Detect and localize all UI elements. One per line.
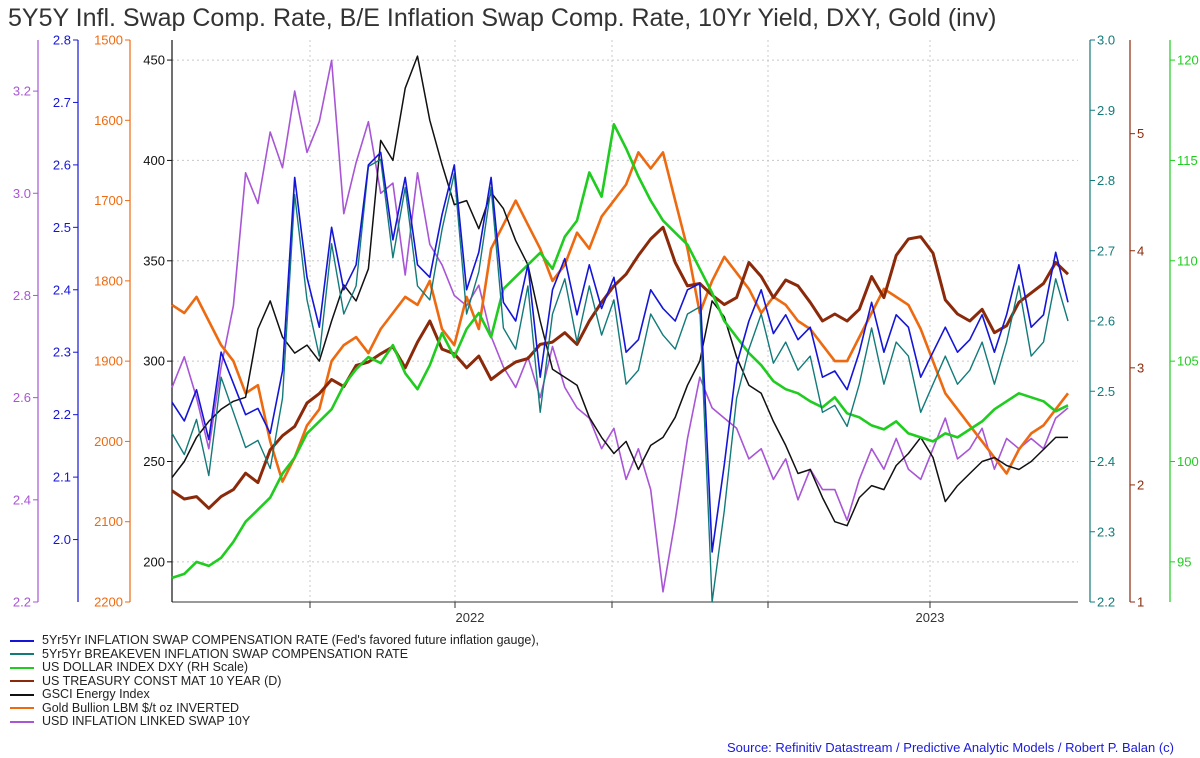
legend-item: 5Yr5Yr BREAKEVEN INFLATION SWAP COMPENSA… xyxy=(10,646,539,662)
y-tick-label: 300 xyxy=(143,354,165,369)
legend-swatch xyxy=(10,680,34,683)
y-tick-label: 5 xyxy=(1137,126,1144,141)
series-line-1 xyxy=(171,158,1069,603)
y-tick-label: 1 xyxy=(1137,595,1144,610)
legend-label: Gold Bullion LBM $/t oz INVERTED xyxy=(42,700,240,715)
y-tick-label: 2.9 xyxy=(1097,103,1115,118)
source-text: Source: Refinitiv Datastream / Predictiv… xyxy=(726,740,1174,755)
y-tick-label: 1900 xyxy=(94,354,123,369)
y-tick-label: 115 xyxy=(1177,153,1198,168)
y-tick-label: 2000 xyxy=(94,434,123,449)
y-tick-label: 1600 xyxy=(94,113,123,128)
grid-lines xyxy=(172,40,1078,602)
y-tick-label: 250 xyxy=(143,454,165,469)
y-tick-label: 2.2 xyxy=(1097,595,1115,610)
y-tick-label: 3.0 xyxy=(13,186,31,201)
legend-label: USD INFLATION LINKED SWAP 10Y xyxy=(42,714,251,728)
legend-swatch xyxy=(10,666,34,669)
y-tick-label: 400 xyxy=(143,153,165,168)
y-tick-label: 2.0 xyxy=(53,532,71,547)
legend-swatch xyxy=(10,707,34,710)
y-tick-label: 450 xyxy=(143,53,165,68)
legend-swatch xyxy=(10,653,34,656)
y-tick-label: 110 xyxy=(1177,253,1198,268)
legend-item: Gold Bullion LBM $/t oz INVERTED xyxy=(10,700,539,716)
legend-label: US DOLLAR INDEX DXY (RH Scale) xyxy=(42,660,249,674)
y-tick-label: 2.7 xyxy=(53,95,71,110)
y-tick-label: 2.6 xyxy=(13,390,31,405)
y-tick-label: 1800 xyxy=(94,273,123,288)
series-line-4 xyxy=(171,55,1068,527)
y-tick-label: 1500 xyxy=(94,33,123,48)
series-group xyxy=(171,55,1070,603)
y-tick-label: 200 xyxy=(143,554,165,569)
series-line-3 xyxy=(171,225,1070,510)
y-tick-label: 4 xyxy=(1137,243,1144,258)
y-axis-gsci: 200 250 300 350 400 450 xyxy=(143,40,173,602)
y-tick-label: 105 xyxy=(1177,354,1199,369)
y-axis-swap5y5y: 2.0 2.1 2.2 2.3 2.4 2.5 2.6 2.7 2.8 xyxy=(53,33,79,602)
legend-item: 5Yr5Yr INFLATION SWAP COMPENSATION RATE … xyxy=(10,633,539,648)
y-tick-label: 120 xyxy=(1177,53,1199,68)
y-axis-dxy: 95 100 105 110 115 120 xyxy=(1169,40,1199,602)
y-tick-label: 2100 xyxy=(94,514,123,529)
y-axis-gold_inv: 1500 1600 1700 1800 1900 2000 2100 2200 xyxy=(94,33,131,610)
legend-swatch xyxy=(10,693,34,696)
y-tick-label: 2.2 xyxy=(13,595,31,610)
y-tick-label: 2200 xyxy=(94,595,123,610)
y-tick-label: 2.5 xyxy=(53,220,71,235)
x-tick-label: 2023 xyxy=(916,610,945,625)
y-tick-label: 2.2 xyxy=(53,407,71,422)
y-tick-label: 2.4 xyxy=(1097,454,1115,469)
y-tick-label: 2.7 xyxy=(1097,243,1115,258)
y-tick-label: 2.6 xyxy=(53,157,71,172)
legend-swatch xyxy=(10,720,34,723)
y-tick-label: 2.3 xyxy=(1097,524,1115,539)
series-line-6 xyxy=(171,59,1069,593)
y-tick-label: 2 xyxy=(1137,477,1144,492)
legend-label: GSCI Energy Index xyxy=(42,687,150,701)
legend-item: USD INFLATION LINKED SWAP 10Y xyxy=(10,714,539,729)
y-tick-label: 2.1 xyxy=(53,470,71,485)
series-line-5 xyxy=(171,151,1070,483)
y-tick-label: 2.4 xyxy=(53,282,71,297)
y-tick-label: 2.8 xyxy=(1097,173,1115,188)
legend-item: US TREASURY CONST MAT 10 YEAR (D) xyxy=(10,673,539,689)
y-tick-label: 2.4 xyxy=(13,492,31,507)
chart-title: 5Y5Y Infl. Swap Comp. Rate, B/E Inflatio… xyxy=(8,4,997,32)
y-tick-label: 3.2 xyxy=(13,84,31,99)
y-tick-label: 1700 xyxy=(94,193,123,208)
legend-label: US TREASURY CONST MAT 10 YEAR (D) xyxy=(42,673,282,688)
y-tick-label: 95 xyxy=(1177,554,1191,569)
y-tick-label: 3.0 xyxy=(1097,33,1115,48)
x-tick-label: 2022 xyxy=(456,610,485,625)
y-tick-label: 2.8 xyxy=(53,33,71,48)
y-tick-label: 3 xyxy=(1137,360,1144,375)
legend-swatch xyxy=(10,639,34,642)
y-tick-label: 2.8 xyxy=(13,288,31,303)
y-tick-label: 2.5 xyxy=(1097,384,1115,399)
legend-item: GSCI Energy Index xyxy=(10,687,539,702)
y-tick-label: 350 xyxy=(143,253,165,268)
y-tick-label: 2.6 xyxy=(1097,314,1115,329)
legend: 5Yr5Yr INFLATION SWAP COMPENSATION RATE … xyxy=(10,633,539,729)
y-axis-breakeven: 2.2 2.3 2.4 2.5 2.6 2.7 2.8 2.9 3.0 xyxy=(1089,33,1115,610)
y-axis-ust10y: 1 2 3 4 5 xyxy=(1129,40,1144,610)
legend-item: US DOLLAR INDEX DXY (RH Scale) xyxy=(10,660,539,675)
series-line-2 xyxy=(171,123,1069,580)
legend-label: 5Yr5Yr BREAKEVEN INFLATION SWAP COMPENSA… xyxy=(42,646,409,661)
y-tick-label: 2.3 xyxy=(53,345,71,360)
y-tick-label: 100 xyxy=(1177,454,1199,469)
y-axis-ils: 2.2 2.4 2.6 2.8 3.0 3.2 xyxy=(13,40,39,610)
series-line-0 xyxy=(171,151,1069,553)
legend-label: 5Yr5Yr INFLATION SWAP COMPENSATION RATE … xyxy=(42,633,539,647)
